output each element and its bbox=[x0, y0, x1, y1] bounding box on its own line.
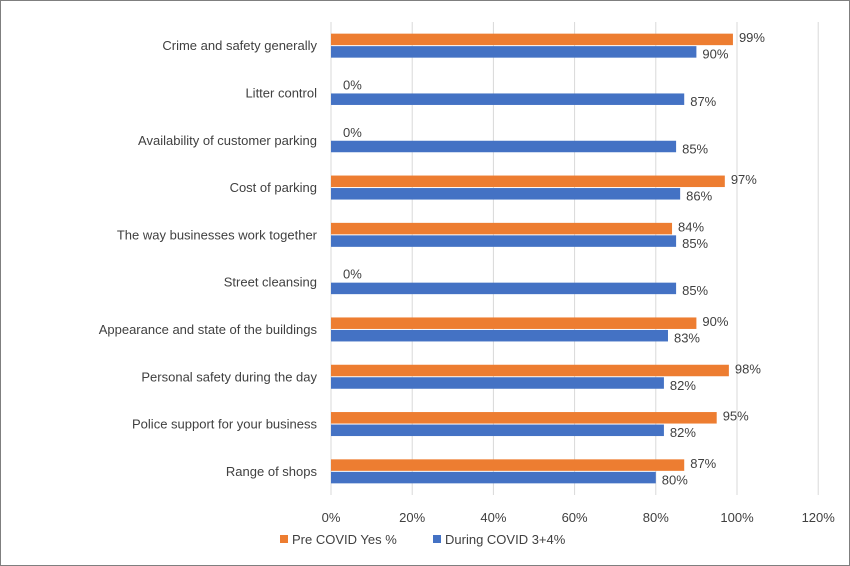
bar-pre-covid bbox=[331, 459, 685, 471]
bar-during-covid bbox=[331, 329, 668, 342]
legend-swatch bbox=[280, 535, 288, 543]
data-label: 87% bbox=[690, 456, 716, 471]
data-label: 86% bbox=[686, 189, 712, 204]
data-label: 85% bbox=[682, 236, 708, 251]
bar-pre-covid bbox=[331, 317, 697, 329]
data-label: 84% bbox=[678, 219, 704, 234]
x-tick-label: 20% bbox=[399, 510, 425, 525]
bar-during-covid bbox=[331, 93, 685, 105]
bars bbox=[331, 33, 733, 484]
data-label: 0% bbox=[343, 267, 362, 282]
legend: Pre COVID Yes % During COVID 3+4% bbox=[280, 532, 566, 547]
category-label: Availability of customer parking bbox=[138, 133, 317, 148]
data-label: 95% bbox=[723, 409, 749, 424]
data-label: 82% bbox=[670, 378, 696, 393]
bar-pre-covid bbox=[331, 33, 733, 46]
legend-label: Pre COVID Yes % bbox=[292, 532, 397, 547]
category-label: Cost of parking bbox=[230, 180, 317, 195]
x-tick-label: 80% bbox=[643, 510, 669, 525]
x-tick-label: 100% bbox=[720, 510, 754, 525]
category-label: Range of shops bbox=[226, 464, 318, 479]
x-tick-label: 40% bbox=[480, 510, 506, 525]
data-labels: 99%90%0%87%0%85%97%86%84%85%0%85%90%83%9… bbox=[343, 30, 765, 487]
bar-during-covid bbox=[331, 140, 677, 153]
legend-swatch bbox=[433, 535, 441, 543]
data-label: 98% bbox=[735, 361, 761, 376]
x-tick-label: 60% bbox=[562, 510, 588, 525]
category-label: Crime and safety generally bbox=[162, 38, 317, 53]
bar-during-covid bbox=[331, 46, 697, 58]
category-label: Appearance and state of the buildings bbox=[99, 322, 318, 337]
data-label: 90% bbox=[702, 47, 728, 62]
bar-pre-covid bbox=[331, 175, 725, 188]
x-tick-label: 120% bbox=[802, 510, 836, 525]
category-label: Street cleansing bbox=[224, 275, 317, 290]
category-labels: Crime and safety generally Litter control… bbox=[99, 38, 318, 479]
data-label: 0% bbox=[343, 77, 362, 92]
data-label: 82% bbox=[670, 425, 696, 440]
data-label: 90% bbox=[702, 314, 728, 329]
data-label: 0% bbox=[343, 125, 362, 140]
bar-pre-covid bbox=[331, 364, 729, 377]
data-label: 83% bbox=[674, 330, 700, 345]
data-label: 87% bbox=[690, 94, 716, 109]
gridlines bbox=[330, 22, 819, 495]
bar-pre-covid bbox=[331, 412, 717, 424]
bar-during-covid bbox=[331, 235, 677, 247]
data-label: 99% bbox=[739, 30, 765, 45]
data-label: 85% bbox=[682, 283, 708, 298]
bar-during-covid bbox=[331, 188, 681, 200]
bar-during-covid bbox=[331, 424, 664, 437]
category-label: Personal safety during the day bbox=[141, 369, 317, 384]
legend-label: During COVID 3+4% bbox=[445, 532, 566, 547]
data-label: 97% bbox=[731, 172, 757, 187]
bar-during-covid bbox=[331, 377, 664, 389]
x-tick-label: 0% bbox=[322, 510, 341, 525]
category-label: Police support for your business bbox=[132, 417, 317, 432]
category-label: Litter control bbox=[245, 85, 317, 100]
data-label: 80% bbox=[662, 472, 688, 487]
category-label: The way businesses work together bbox=[117, 227, 318, 242]
x-tick-labels: 0% 20% 40% 60% 80% 100% 120% bbox=[322, 510, 836, 525]
bar-during-covid bbox=[331, 282, 677, 295]
bar-during-covid bbox=[331, 471, 656, 484]
bar-pre-covid bbox=[331, 222, 673, 235]
data-label: 85% bbox=[682, 141, 708, 156]
